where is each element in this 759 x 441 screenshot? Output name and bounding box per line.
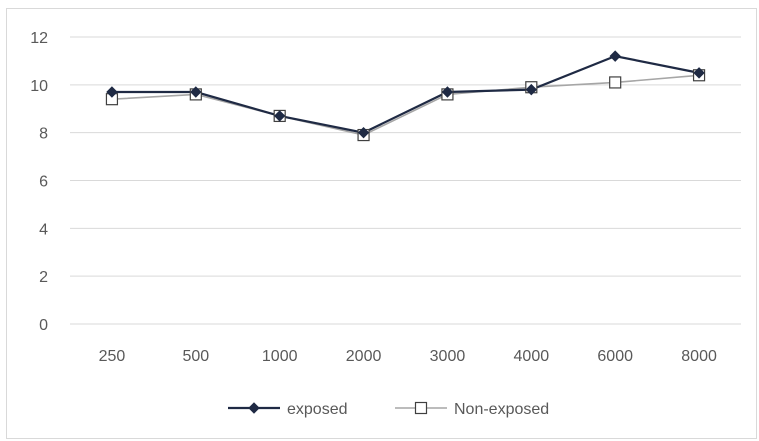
x-tick-label: 8000 [681,348,717,365]
y-tick-label: 10 [30,78,48,95]
chart-frame [6,8,757,439]
series-group [105,50,706,142]
marker-0-2 [273,110,286,122]
x-tick-label: 3000 [430,348,466,365]
y-tick-label: 6 [39,174,48,191]
y-axis-ticks: 0 2 4 6 8 10 12 [30,30,48,334]
marker-legend-1 [414,401,428,415]
gridlines [70,36,741,325]
x-tick-label: 6000 [597,348,633,365]
marker-0-0 [106,86,118,98]
marker-0-3 [357,126,370,139]
y-tick-label: 8 [39,126,48,143]
x-axis-ticks: 250 500 1000 2000 3000 4000 6000 8000 [99,348,717,365]
marker-0-6 [609,50,621,62]
y-tick-label: 4 [39,221,48,238]
x-tick-label: 4000 [514,348,550,365]
legend-label: Non-exposed [454,401,549,418]
marker-legend-0 [248,402,260,414]
x-tick-label: 2000 [346,348,382,365]
marker-0-1 [190,86,202,98]
series-line-non-exposed [111,74,700,136]
marker-0-7 [693,67,705,79]
y-tick-label: 0 [39,317,48,334]
marker-0-5 [525,83,538,96]
y-tick-label: 12 [30,30,48,47]
y-tick-label: 2 [39,269,48,286]
x-tick-label: 250 [99,348,126,365]
x-tick-label: 500 [182,348,209,365]
legend: exposed Non-exposed [228,401,549,418]
series-line-exposed [111,54,700,134]
legend-label: exposed [287,401,348,418]
marker-0-4 [441,86,454,98]
marker-1-6 [609,76,622,89]
x-tick-label: 1000 [262,348,298,365]
